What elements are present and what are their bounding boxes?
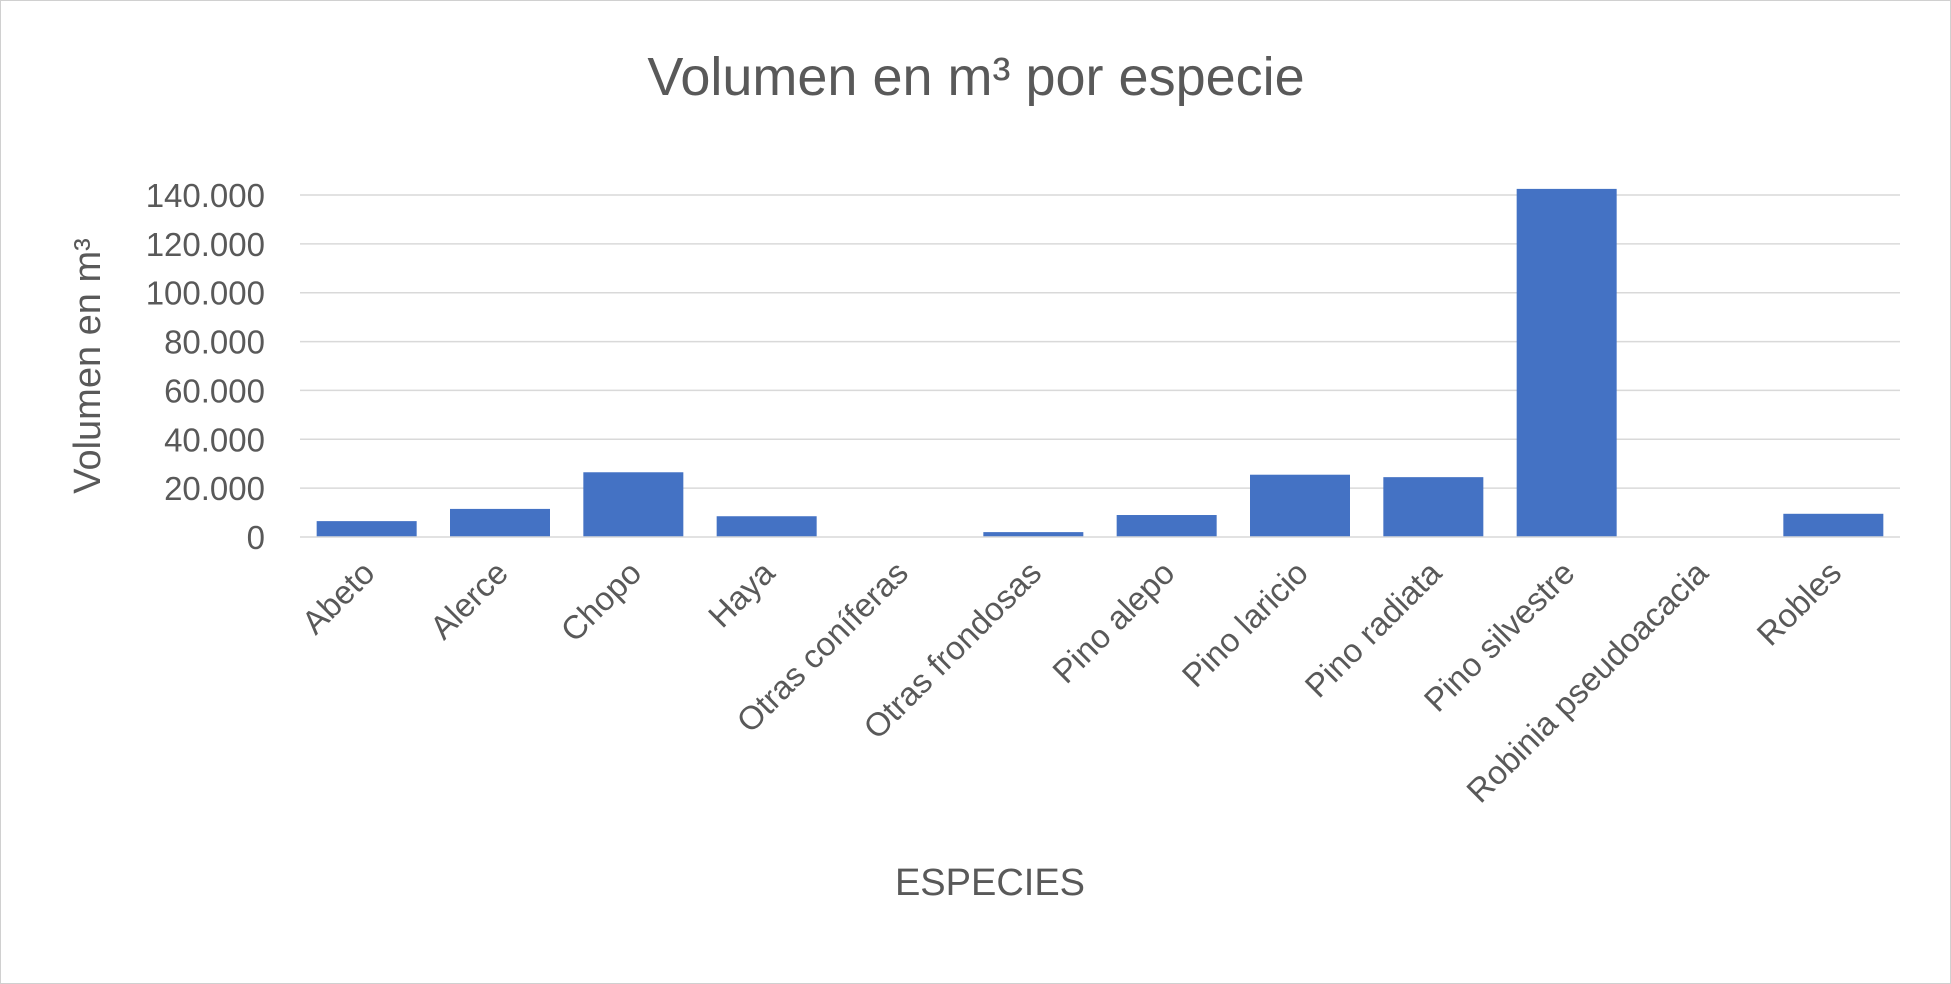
x-tick-label: Pino laricio (1175, 554, 1315, 694)
gridlines (300, 194, 1900, 489)
bar (583, 472, 684, 537)
y-tick-label: 140.000 (146, 177, 265, 214)
y-tick-label: 20.000 (164, 470, 265, 507)
y-tick-label: 100.000 (146, 275, 265, 312)
x-tick-label: Alerce (423, 554, 515, 646)
x-tick-label: Pino alepo (1045, 554, 1181, 690)
x-tick-label: Robles (1749, 554, 1848, 653)
x-tick-label: Chopo (553, 554, 648, 649)
bar (1116, 515, 1217, 537)
bar (1516, 188, 1617, 537)
y-tick-label: 40.000 (164, 421, 265, 458)
x-tick-label: Haya (701, 553, 782, 634)
bar (1250, 474, 1350, 537)
y-axis-ticks: 0 20.000 40.000 60.000 80.000 100.000 120.000 1… (146, 177, 265, 556)
y-axis-title: Volumen en m³ (67, 238, 109, 494)
x-axis-title: ESPECIES (895, 862, 1085, 904)
y-tick-label: 80.000 (164, 324, 265, 361)
bar (1783, 513, 1884, 537)
x-tick-label: Robinia pseudoacacia (1459, 553, 1715, 809)
x-tick-label: Abeto (294, 554, 381, 641)
bar (1383, 477, 1484, 537)
bar (716, 516, 817, 537)
bar (450, 508, 550, 537)
y-tick-label: 120.000 (146, 226, 265, 263)
y-tick-label: 60.000 (164, 372, 265, 409)
bar (316, 521, 417, 537)
bars (316, 188, 1884, 537)
bar (983, 532, 1084, 537)
chart-title: Volumen en m³ por especie (647, 47, 1304, 107)
y-tick-label: 0 (247, 519, 265, 556)
